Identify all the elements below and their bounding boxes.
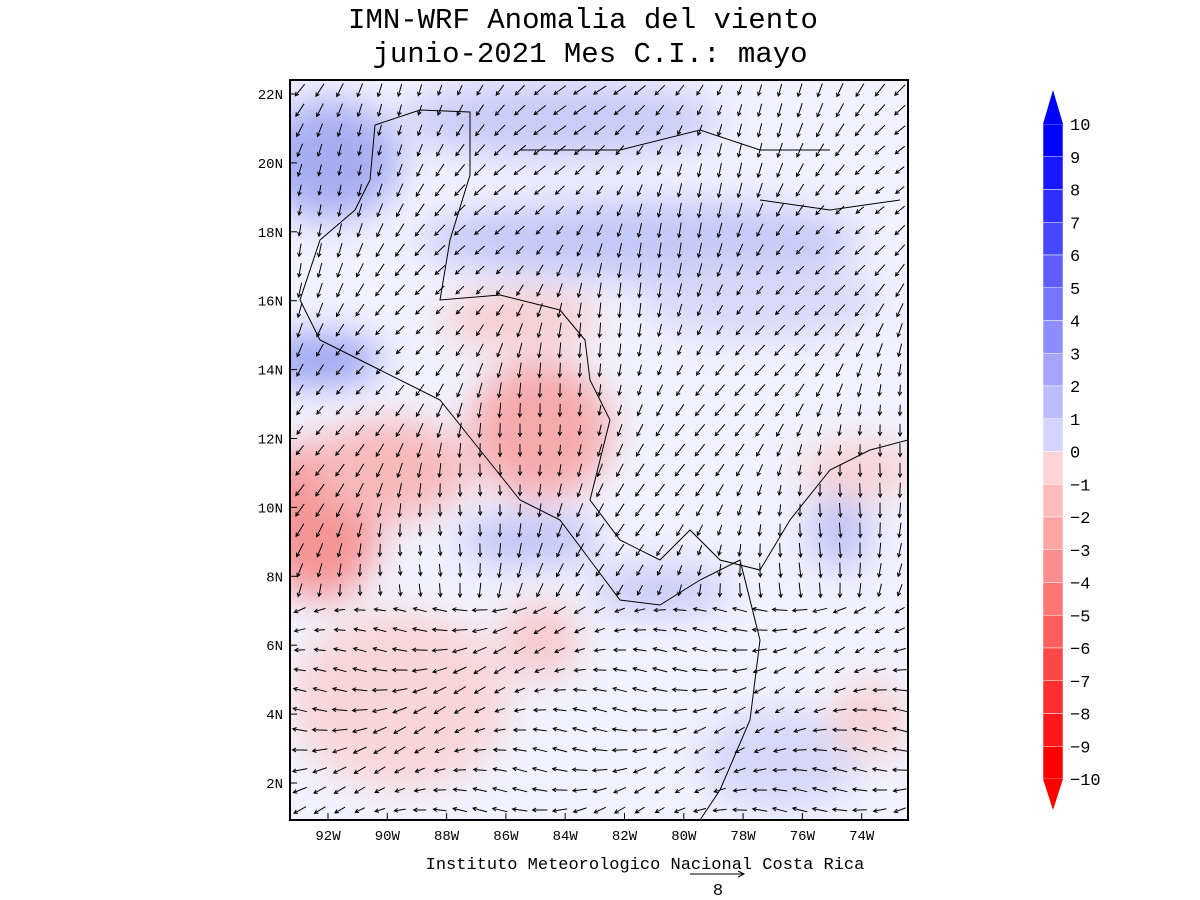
colorbar-label: 9 — [1070, 150, 1080, 169]
title-line: junio-2021 Mes C.I.: mayo — [372, 38, 807, 71]
colorbar-label: −1 — [1070, 477, 1090, 496]
colorbar-segment — [1042, 713, 1064, 747]
colorbar-label: 6 — [1070, 248, 1080, 267]
colorbar-segment — [1042, 549, 1064, 583]
colorbar-label: 8 — [1070, 183, 1080, 202]
colorbar-label: 2 — [1070, 379, 1080, 398]
lon-label: 82W — [612, 829, 638, 845]
colorbar-label: 10 — [1070, 117, 1090, 136]
colorbar-segment — [1042, 189, 1064, 223]
colorbar-segment — [1042, 222, 1064, 256]
lon-label: 78W — [730, 829, 756, 845]
colorbar-label: −4 — [1070, 576, 1090, 595]
wind-vectors — [291, 83, 908, 814]
colorbar-segment — [1042, 254, 1064, 288]
colorbar-label: −7 — [1070, 674, 1090, 693]
colorbar-label: −8 — [1070, 707, 1090, 726]
colorbar-segment — [1042, 320, 1064, 354]
lon-label: 74W — [849, 829, 875, 845]
reference-vector: 8 — [690, 870, 746, 900]
lat-label: 18N — [258, 226, 283, 242]
colorbar-segment — [1042, 418, 1064, 452]
colorbar-segment — [1042, 680, 1064, 714]
lat-label: 16N — [258, 295, 283, 311]
lon-label: 88W — [434, 829, 460, 845]
colorbar-segment — [1042, 123, 1064, 157]
colorbar-segment — [1042, 484, 1064, 518]
colorbar-label: 0 — [1070, 445, 1080, 464]
colorbar-arrow — [1043, 779, 1063, 810]
lat-label: 22N — [258, 88, 283, 104]
colorbar-label: −2 — [1070, 510, 1090, 529]
lat-label: 14N — [258, 364, 283, 380]
colorbar-segment — [1042, 353, 1064, 387]
colorbar-label: 4 — [1070, 314, 1080, 333]
lon-label: 76W — [790, 829, 816, 845]
lat-label: 20N — [258, 157, 283, 173]
colorbar-label: −3 — [1070, 543, 1090, 562]
lat-label: 2N — [266, 777, 283, 793]
colorbar-label: 5 — [1070, 281, 1080, 300]
longitude-axis: 92W 90W 88W 86W 84W 82W 80W 78W 76W 74W — [315, 813, 875, 845]
colorbar-label: −5 — [1070, 608, 1090, 627]
lon-label: 90W — [375, 829, 401, 845]
colorbar-label: −9 — [1070, 739, 1090, 758]
colorbar-segment — [1042, 451, 1064, 485]
lon-label: 86W — [493, 829, 519, 845]
lon-label: 92W — [315, 829, 341, 845]
lat-label: 10N — [258, 501, 283, 517]
reference-vector-label: 8 — [713, 882, 723, 900]
colorbar-arrow — [1043, 90, 1063, 124]
latitude-axis: 22N 20N 18N 16N 14N 12N 10N 8N 6N 4N 2N — [258, 88, 297, 793]
footer: Instituto Meteorologico Nacional Costa R… — [426, 856, 865, 875]
anomaly-field — [290, 80, 908, 820]
map-frame — [289, 79, 909, 821]
colorbar-label: −6 — [1070, 641, 1090, 660]
lon-label: 84W — [553, 829, 579, 845]
colorbar-segment — [1042, 156, 1064, 190]
colorbar-label: 3 — [1070, 346, 1080, 365]
lat-label: 6N — [266, 639, 283, 655]
colorbar-label: 7 — [1070, 215, 1080, 234]
colorbar-segment — [1042, 746, 1064, 780]
colorbar-segment — [1042, 385, 1064, 419]
colorbar-label: 1 — [1070, 412, 1080, 431]
lat-label: 4N — [266, 708, 283, 724]
colorbar-label: −10 — [1070, 772, 1101, 791]
lat-label: 8N — [266, 570, 283, 586]
lat-label: 12N — [258, 433, 283, 449]
colorbar-segment — [1042, 647, 1064, 681]
colorbar-segment — [1042, 582, 1064, 616]
title-line: IMN-WRF Anomalia del viento — [348, 4, 818, 37]
colorbar-segment — [1042, 516, 1064, 550]
colorbar-segment — [1042, 287, 1064, 321]
lon-label: 80W — [671, 829, 697, 845]
colorbar-segment — [1042, 615, 1064, 649]
